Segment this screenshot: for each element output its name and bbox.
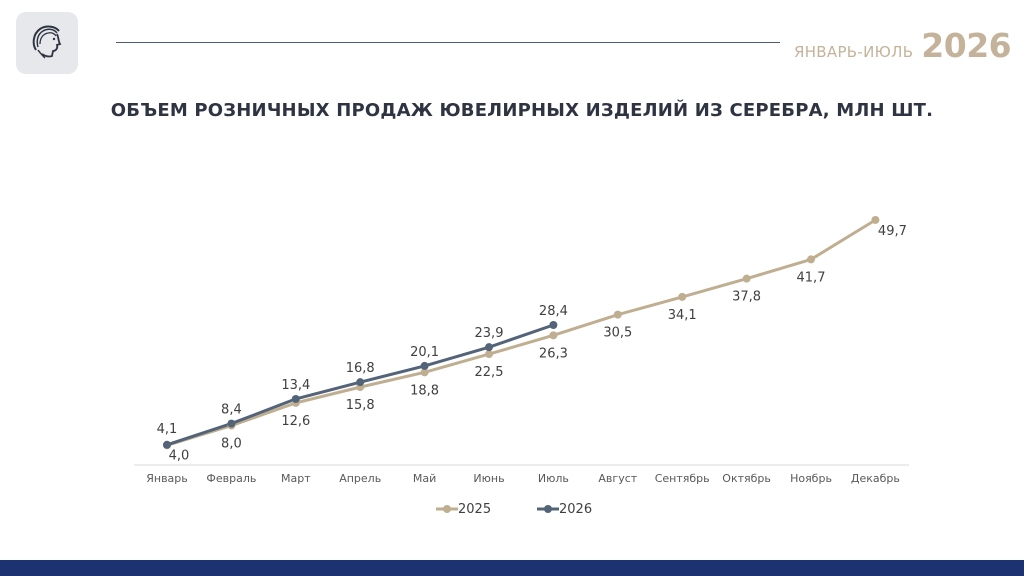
x-tick-label: Февраль	[206, 472, 256, 485]
x-tick-label: Октябрь	[722, 472, 771, 485]
period-label: ЯНВАРЬ-ИЮЛЬ	[794, 43, 914, 61]
data-point-2025	[485, 350, 493, 359]
data-point-2025	[420, 368, 429, 377]
footer-bar	[0, 560, 1024, 576]
legend-label-2026: 2026	[559, 502, 592, 517]
data-label-2025: 26,3	[539, 346, 568, 361]
x-tick-label: Январь	[146, 472, 188, 485]
data-label-2025: 8,0	[221, 437, 242, 452]
x-tick-label: Ноябрь	[790, 472, 832, 485]
data-label-2025: 34,1	[668, 308, 697, 323]
data-point-2025	[549, 331, 558, 340]
data-point-2026	[549, 320, 558, 329]
data-label-2025: 37,8	[732, 290, 761, 305]
x-tick-label: Сентябрь	[655, 472, 710, 485]
x-tick-label: Март	[281, 472, 311, 485]
data-point-2026	[163, 440, 171, 449]
data-point-2025	[613, 310, 622, 319]
data-label-2026: 13,4	[281, 378, 310, 393]
period-year: 2026	[921, 26, 1012, 65]
female-profile-logo-icon	[32, 25, 62, 59]
data-label-2026: 8,4	[221, 403, 242, 418]
x-tick-label: Август	[598, 472, 637, 485]
data-point-2025	[807, 255, 815, 264]
data-label-2025: 12,6	[281, 414, 310, 429]
x-tick-label: Июль	[538, 472, 569, 485]
chart-title: ОБЪЕМ РОЗНИЧНЫХ ПРОДАЖ ЮВЕЛИРНЫХ ИЗДЕЛИЙ…	[110, 100, 934, 121]
data-label-2025: 22,5	[475, 365, 504, 380]
data-label-2025: 49,7	[878, 224, 907, 239]
legend-swatch-marker-2025	[443, 505, 451, 513]
data-point-2025	[678, 292, 687, 301]
data-point-2025	[742, 274, 751, 283]
legend-label-2025: 2025	[458, 502, 491, 517]
data-point-2026	[356, 378, 365, 387]
series-line-2025	[165, 218, 877, 447]
data-point-2026	[227, 419, 236, 428]
x-tick-label: Май	[413, 472, 436, 485]
header-divider	[116, 42, 780, 43]
data-label-2026: 4,1	[157, 422, 178, 437]
x-tick-label: Июнь	[473, 472, 504, 485]
logo	[16, 12, 78, 74]
data-point-2026	[291, 394, 300, 403]
data-point-2026	[485, 343, 493, 352]
data-label-2025: 18,8	[410, 383, 439, 398]
data-point-2025	[871, 215, 880, 224]
data-label-2025: 15,8	[346, 398, 375, 413]
data-point-2026	[420, 361, 429, 370]
data-label-2025: 30,5	[603, 326, 632, 341]
data-label-2026: 16,8	[346, 361, 375, 376]
data-label-2026: 28,4	[539, 304, 568, 319]
data-label-2026: 23,9	[475, 326, 504, 341]
period-heading: ЯНВАРЬ-ИЮЛЬ 2026	[794, 26, 1012, 66]
data-label-2025: 4,0	[169, 448, 190, 463]
x-tick-label: Декабрь	[851, 472, 900, 485]
data-label-2026: 20,1	[410, 345, 439, 360]
line-chart: Январь Февраль Март Апрель Май Июнь Июль Август…	[134, 215, 909, 517]
data-label-2025: 41,7	[797, 270, 826, 285]
x-tick-label: Апрель	[339, 472, 381, 485]
legend-swatch-marker-2026	[544, 505, 552, 513]
